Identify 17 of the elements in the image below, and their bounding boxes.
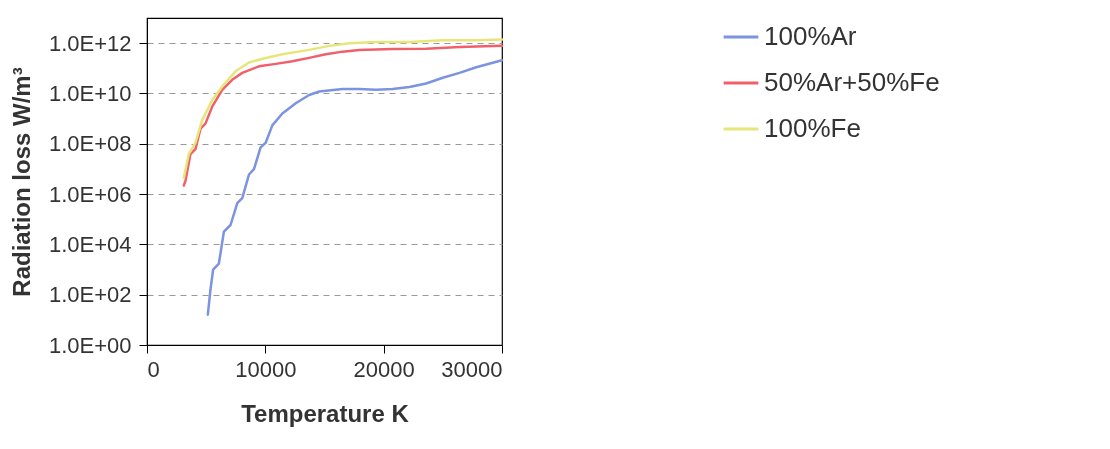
y-tick-label: 1.0E+06 [48, 181, 132, 207]
legend-label: 100%Ar [764, 21, 857, 51]
x-axis-title: Temperature K [241, 399, 410, 427]
x-tick-label: 20000 [353, 356, 415, 382]
line-series [206, 58, 504, 316]
y-tick-label: 1.0E+00 [48, 332, 132, 358]
legend-label: 50%Ar+50%Fe [764, 67, 940, 97]
x-tick-label: 0 [147, 356, 160, 382]
y-tick-label: 1.0E+08 [48, 131, 132, 157]
y-tick-label: 1.0E+10 [48, 80, 132, 106]
legend-label: 100%Fe [764, 113, 861, 143]
y-tick-label: 1.0E+04 [48, 231, 132, 257]
x-tick-label: 10000 [235, 356, 297, 382]
y-tick-label: 1.0E+02 [48, 282, 132, 308]
y-tick-label: 1.0E+12 [48, 30, 132, 56]
x-tick-label: 30000 [441, 356, 503, 382]
y-axis-title: Radiation loss W/m³ [7, 67, 35, 297]
